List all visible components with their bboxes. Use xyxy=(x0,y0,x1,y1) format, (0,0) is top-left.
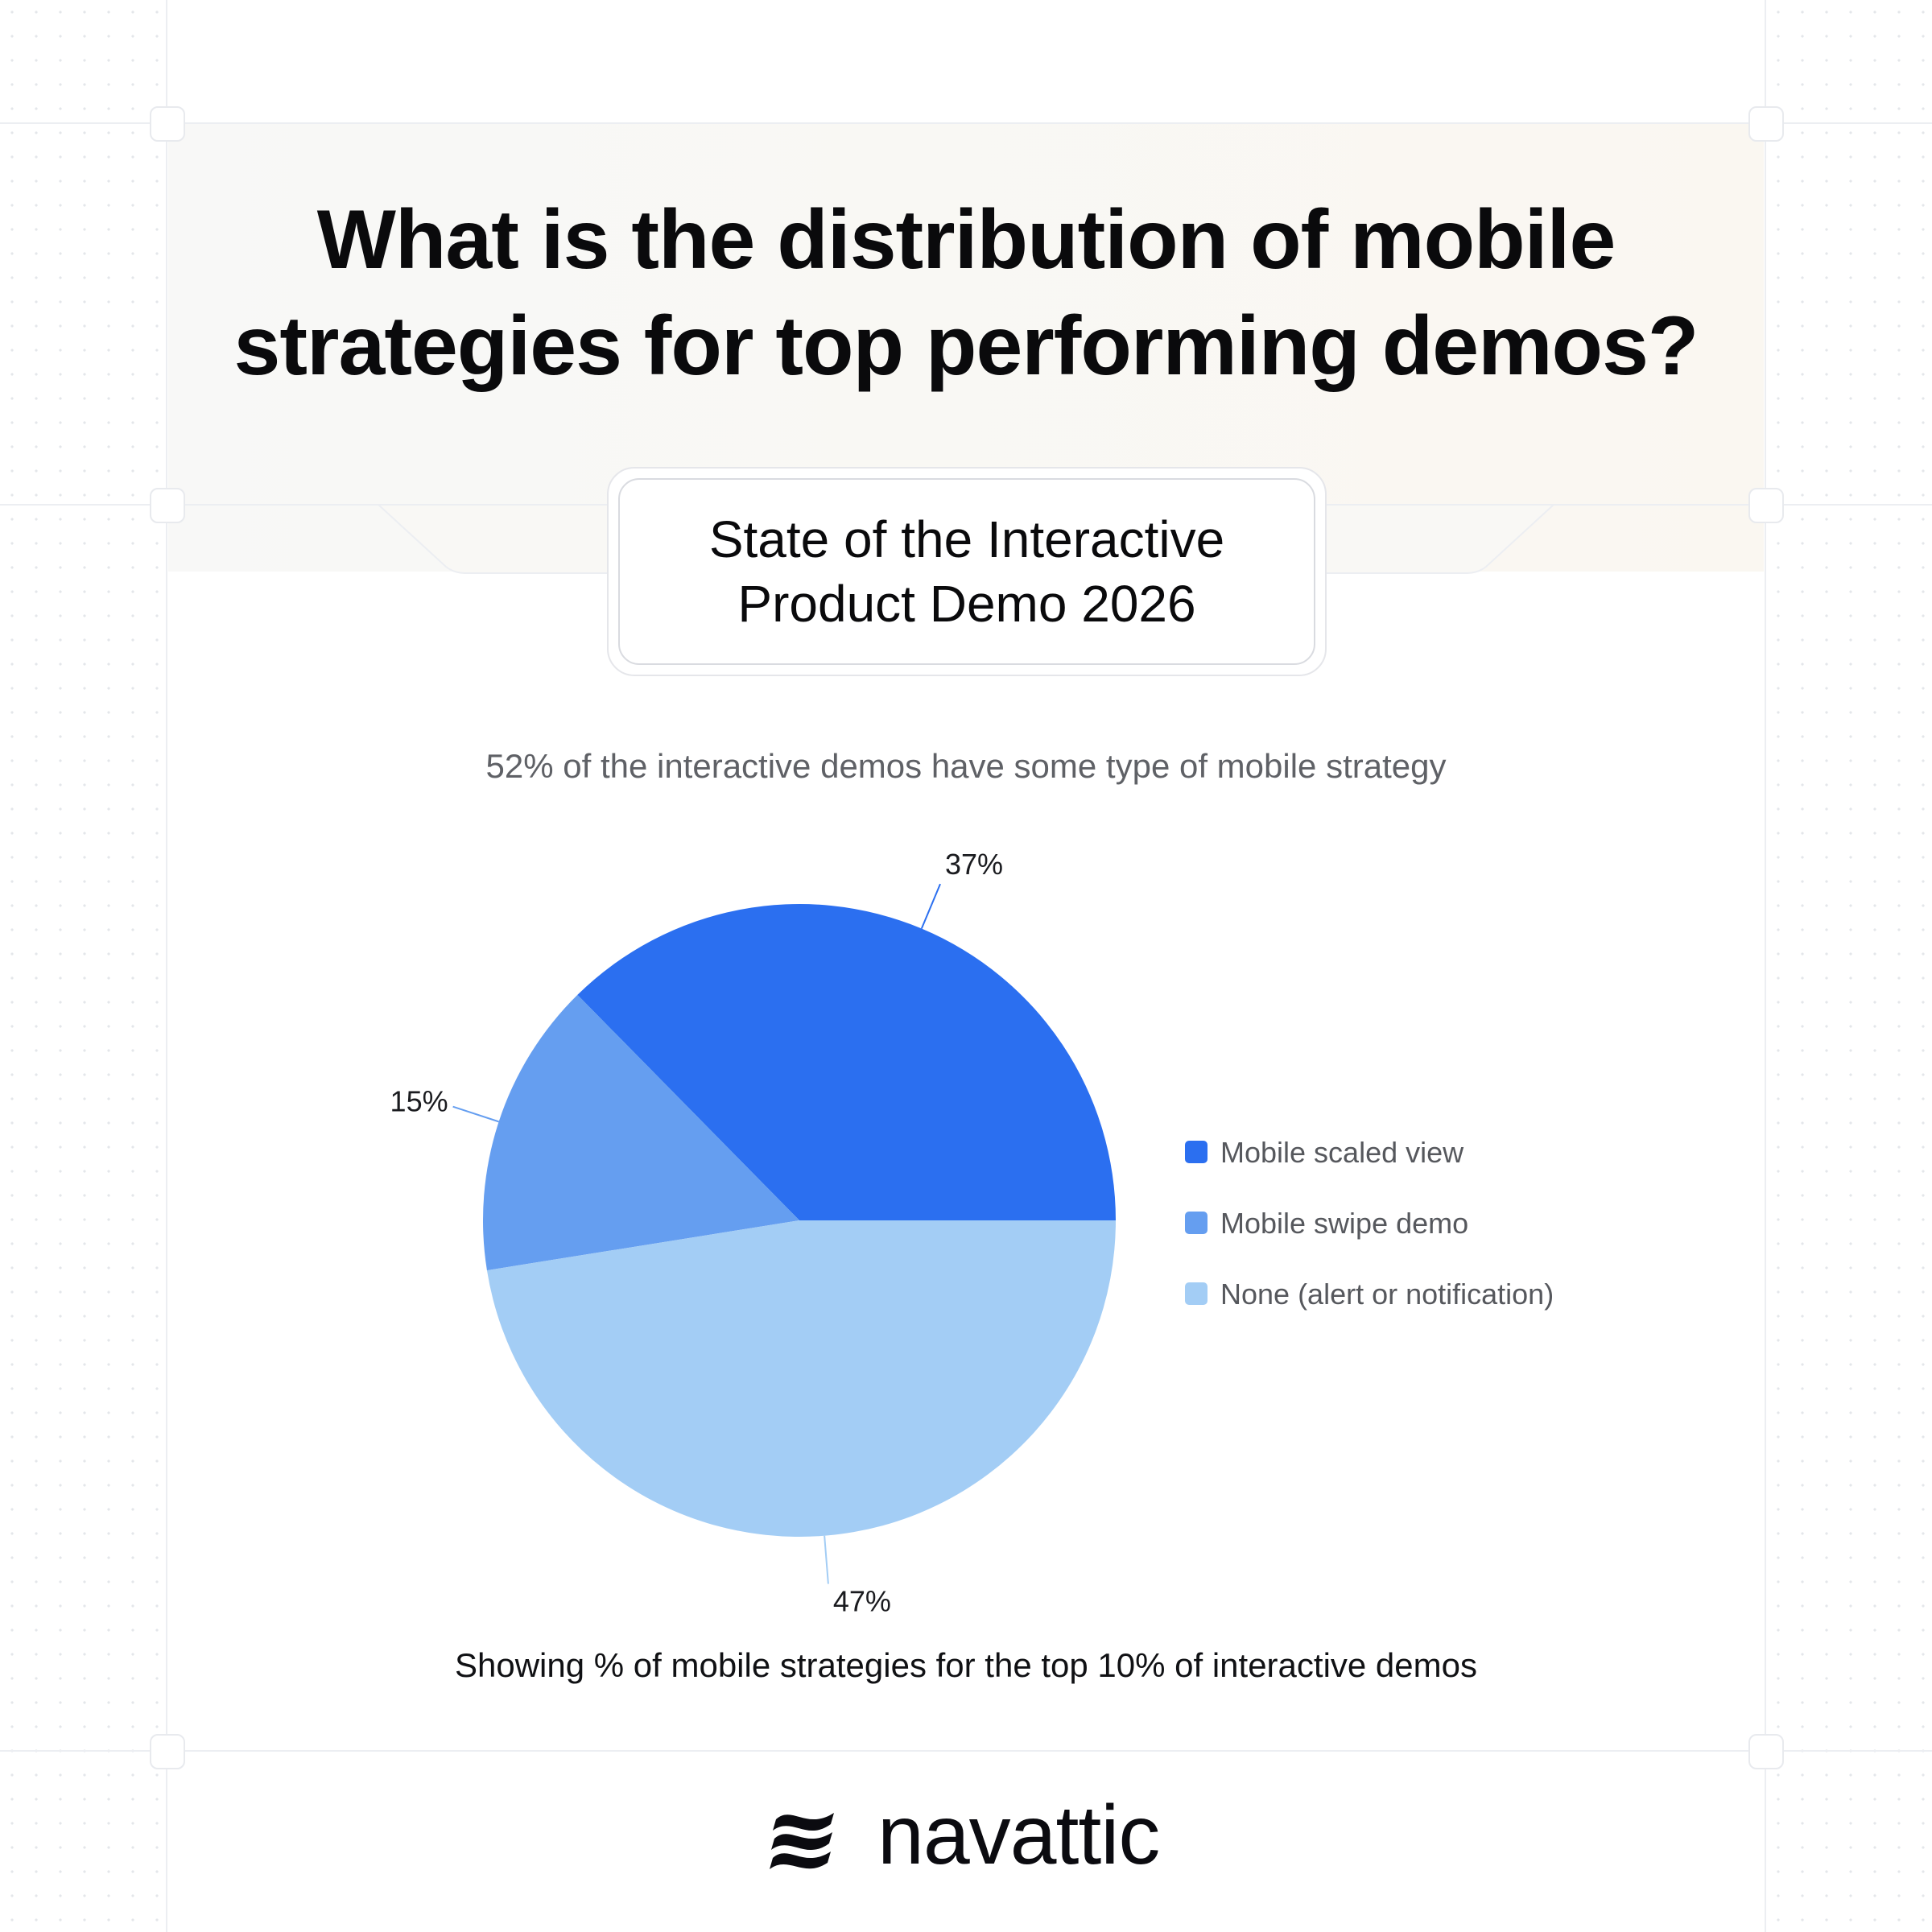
page-title: What is the distribution of mobile strat… xyxy=(233,193,1699,393)
pie-data-label: 15% xyxy=(390,1085,448,1118)
frame-line-left xyxy=(166,0,167,1932)
pie-slice xyxy=(577,903,1116,1220)
frame-corner-marker xyxy=(1748,1734,1784,1769)
brand-name: navattic xyxy=(877,1789,1160,1882)
frame-corner-marker xyxy=(1748,106,1784,142)
pie-chart: 37% 15% 47% Mobile scaled view Mobile swipe … xyxy=(390,848,1554,1618)
dotted-background-left xyxy=(0,0,166,1932)
report-badge: State of the Interactive Product Demo 20… xyxy=(607,467,1327,676)
legend-swatch xyxy=(1185,1212,1208,1234)
legend-label: Mobile scaled view xyxy=(1220,1136,1464,1169)
legend-label: None (alert or notification) xyxy=(1220,1278,1554,1311)
frame-line-right xyxy=(1765,0,1766,1932)
pie-slice xyxy=(486,1220,1116,1537)
frame-line-bottom xyxy=(0,1750,1932,1752)
legend-swatch xyxy=(1185,1282,1208,1305)
brand-logo: navattic xyxy=(765,1787,1160,1884)
dotted-background-right xyxy=(1766,0,1932,1932)
report-badge-label: State of the Interactive Product Demo 20… xyxy=(708,510,1225,633)
pie-slice xyxy=(483,994,799,1271)
chart-subtitle: 52% of the interactive demos have some t… xyxy=(485,747,1447,785)
frame-corner-marker xyxy=(150,1734,185,1769)
pie-leader-line xyxy=(452,1105,499,1123)
frame-corner-marker xyxy=(150,106,185,142)
navattic-wave-icon xyxy=(770,1813,834,1869)
pie-leader-line xyxy=(920,883,941,929)
legend-swatch xyxy=(1185,1141,1208,1163)
chart-footnote: Showing % of mobile strategies for the t… xyxy=(454,1646,1477,1684)
report-badge-inner: State of the Interactive Product Demo 20… xyxy=(618,478,1315,665)
pie-data-label: 47% xyxy=(833,1585,891,1618)
pie-leader-line xyxy=(824,1535,829,1584)
legend-label: Mobile swipe demo xyxy=(1220,1207,1468,1240)
frame-corner-marker xyxy=(1748,488,1784,523)
frame-line-top xyxy=(0,122,1932,124)
frame-corner-marker xyxy=(150,488,185,523)
pie-data-label: 37% xyxy=(945,848,1003,881)
